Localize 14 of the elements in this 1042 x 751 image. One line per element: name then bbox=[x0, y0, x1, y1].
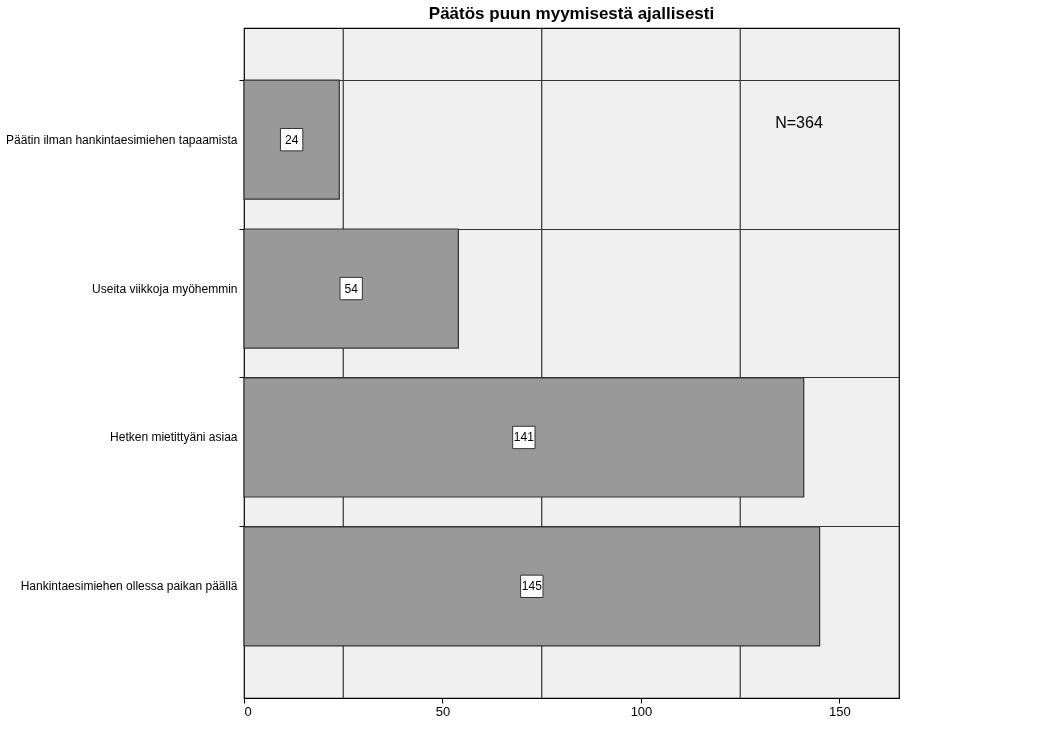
x-tick-label: 150 bbox=[829, 703, 851, 719]
annotation: N=364 bbox=[775, 114, 823, 131]
y-tick-label: Useita viikkoja myöhemmin bbox=[92, 281, 238, 296]
data-label: 145 bbox=[521, 579, 543, 594]
x-tick-label: 0 bbox=[244, 703, 252, 719]
x-tick-label: 100 bbox=[630, 703, 653, 719]
data-label: 141 bbox=[513, 430, 535, 445]
chart-title: Päätös puun myymisestä ajallisesti bbox=[428, 4, 715, 24]
y-tick-label: Päätin ilman hankintaesimiehen tapaamista bbox=[6, 132, 238, 147]
x-tick-label: 50 bbox=[435, 703, 451, 719]
y-tick-label: Hetken mietittyäni asiaa bbox=[110, 430, 238, 445]
y-tick-label: Hankintaesimiehen ollessa paikan päällä bbox=[20, 579, 238, 594]
data-label: 24 bbox=[284, 132, 299, 147]
data-label: 54 bbox=[344, 281, 359, 296]
